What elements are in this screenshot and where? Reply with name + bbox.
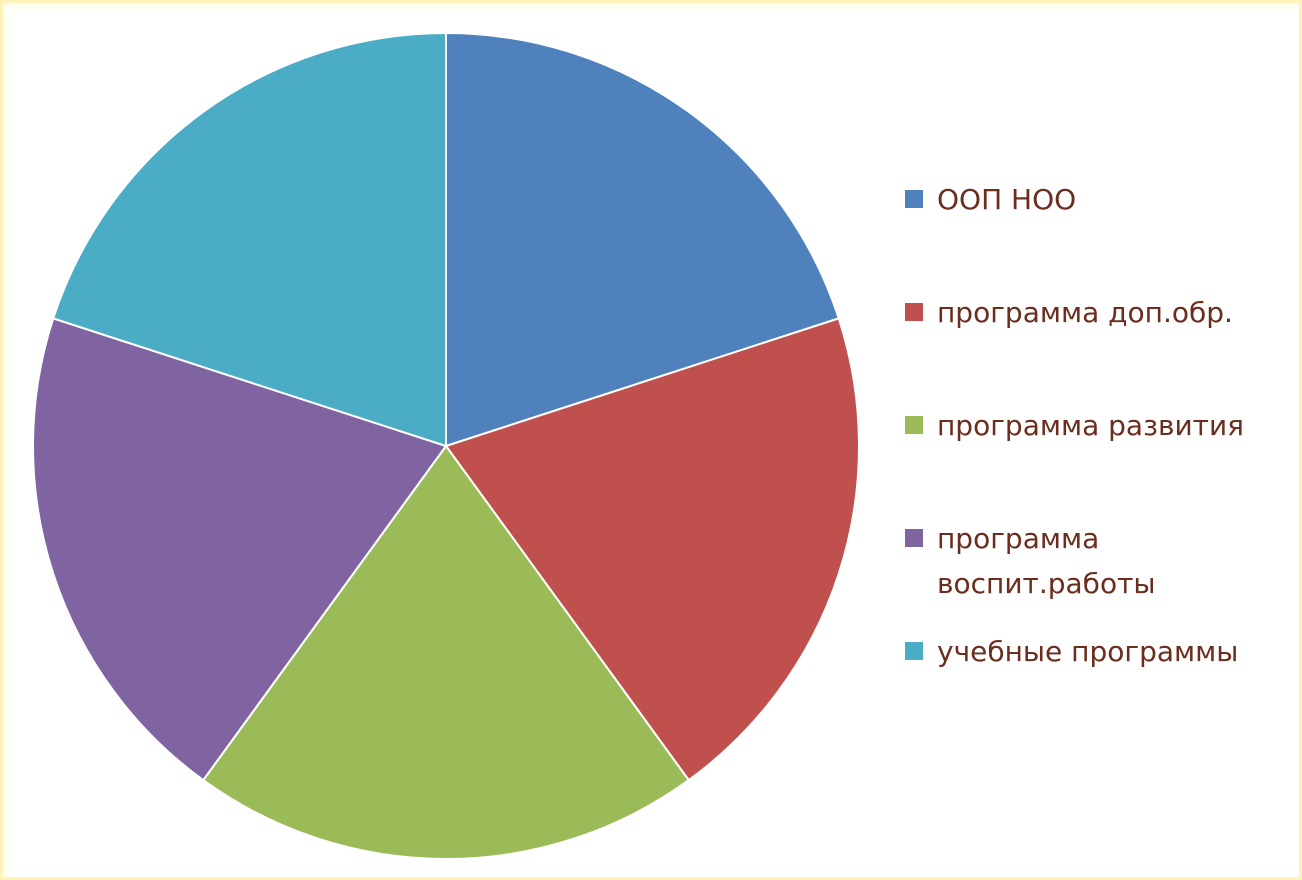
pie-slice-3 <box>201 444 691 860</box>
legend-marker-1 <box>905 190 923 208</box>
legend-label-4-line-1: программа <box>937 522 1099 555</box>
legend-label-5: учебные программы <box>937 635 1238 668</box>
legend-marker-3 <box>905 416 923 434</box>
pie-slice-2 <box>444 317 860 782</box>
pie-slice-1 <box>445 31 841 448</box>
pie-slices <box>32 31 860 860</box>
legend-label-1: ООП НОО <box>937 183 1076 216</box>
pie-slice-5 <box>51 31 447 448</box>
pie-slice-4 <box>32 317 448 782</box>
pie-chart: ООП НОО программа доп.обр. программа разви… <box>32 31 1244 860</box>
legend-marker-4 <box>905 529 923 547</box>
legend-label-3: программа развития <box>937 409 1244 442</box>
legend-label-2: программа доп.обр. <box>937 296 1233 329</box>
legend-label-4-line-2: воспит.работы <box>937 567 1156 600</box>
chart-area: ООП НОО программа доп.обр. программа разви… <box>9 9 1299 877</box>
legend-marker-2 <box>905 303 923 321</box>
legend-marker-5 <box>905 642 923 660</box>
chart-legend: ООП НОО программа доп.обр. программа разви… <box>905 183 1244 668</box>
